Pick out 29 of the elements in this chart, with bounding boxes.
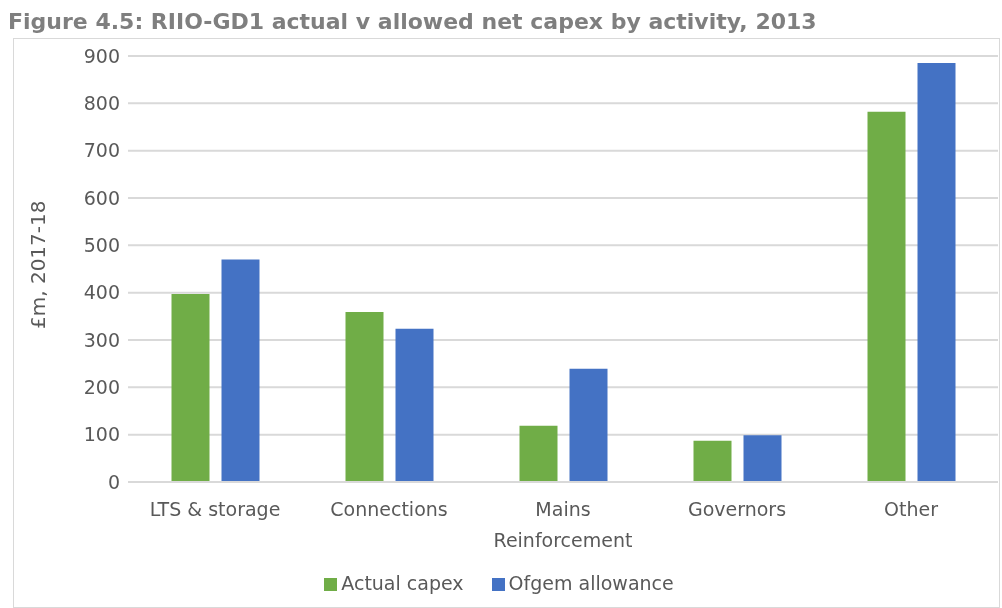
bar [395, 328, 434, 482]
bar [569, 368, 608, 482]
x-tick-label: Connections [330, 498, 448, 520]
bar [345, 312, 384, 482]
legend-label: Ofgem allowance [508, 572, 674, 594]
bar [171, 294, 210, 482]
x-tick-label: Governors [687, 498, 787, 520]
y-tick-label: 700 [83, 139, 120, 162]
legend-label: Actual capex [341, 572, 464, 594]
x-tick-label: Other [884, 498, 939, 520]
y-tick-label: 400 [83, 281, 120, 304]
chart-title: Figure 4.5: RIIO-GD1 actual v allowed net capex by activity, 2013 [8, 8, 818, 36]
y-tick-label: 100 [83, 423, 120, 446]
bar [917, 63, 956, 482]
bar [867, 111, 906, 482]
y-tick-label: 200 [83, 376, 120, 399]
y-tick-label: 900 [83, 44, 120, 67]
y-axis-title: £m, 2017-18 [26, 200, 51, 329]
bar [743, 435, 782, 482]
x-tick-label: Mains Reinforcement [493, 498, 633, 551]
x-tick-label: LTS & storage [149, 498, 281, 520]
bar [693, 440, 732, 482]
y-tick-label: 300 [83, 328, 120, 351]
bar [221, 259, 260, 482]
bar [519, 425, 558, 482]
y-tick-label: 500 [83, 234, 120, 257]
y-tick-label: 0 [107, 470, 120, 493]
y-tick-label: 600 [83, 186, 120, 209]
y-tick-label: 800 [83, 92, 120, 115]
